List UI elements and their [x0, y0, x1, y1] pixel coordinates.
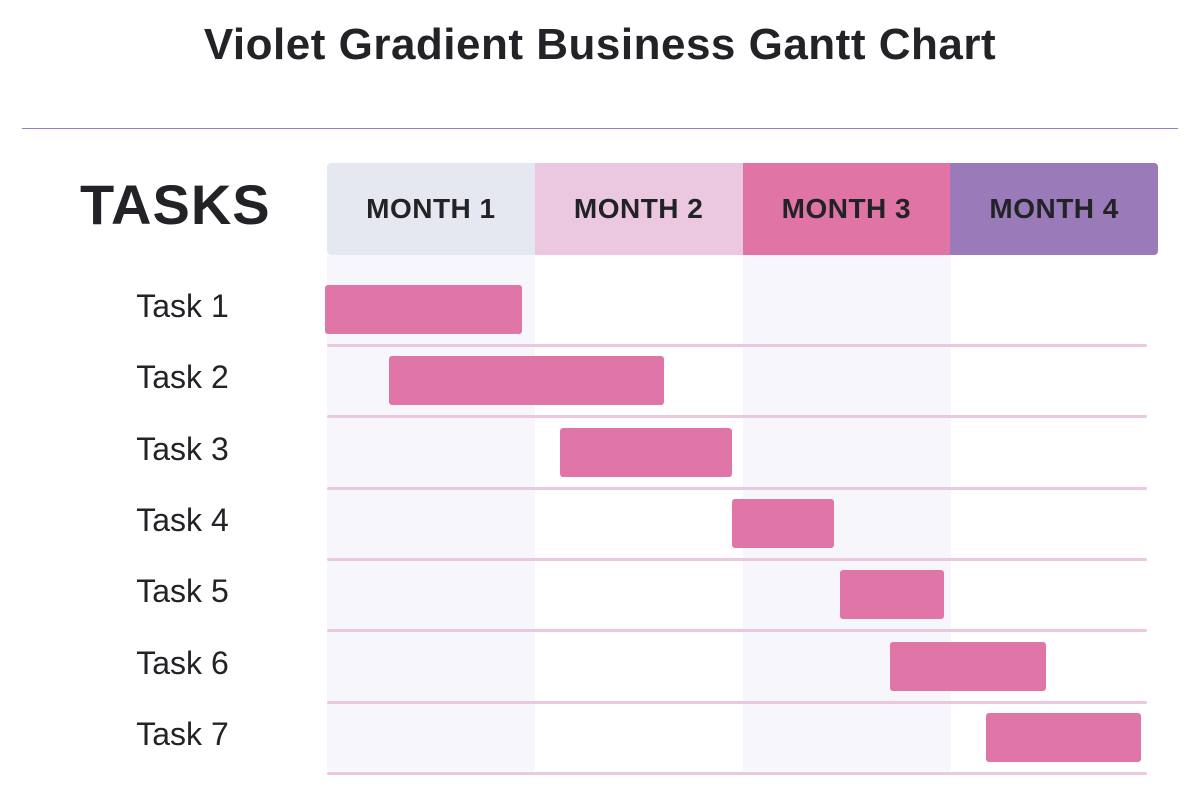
- task-bar: [840, 570, 945, 620]
- task-bar: [732, 498, 834, 548]
- task-label: Task 7: [136, 715, 229, 752]
- row-divider: [327, 415, 1147, 419]
- title-divider: [22, 128, 1178, 129]
- month-header-4: MONTH 4: [950, 163, 1158, 255]
- row-divider: [327, 700, 1147, 704]
- task-label: Task 3: [136, 430, 229, 467]
- task-label: Task 5: [136, 573, 229, 610]
- month-header-2: MONTH 2: [534, 163, 743, 255]
- task-label: Task 6: [136, 644, 229, 681]
- gantt-grid: [325, 255, 1158, 775]
- task-bar: [389, 356, 664, 406]
- month-1-shade: [327, 255, 535, 771]
- tasks-heading: TASKS: [80, 173, 271, 236]
- task-label: Task 2: [136, 359, 229, 396]
- row-divider: [327, 557, 1147, 561]
- row-divider: [327, 771, 1147, 775]
- month-header: MONTH 1 MONTH 2 MONTH 3 MONTH 4: [327, 163, 1158, 255]
- row-divider: [327, 344, 1147, 347]
- task-bar: [325, 285, 523, 334]
- row-divider: [327, 629, 1147, 633]
- month-header-1: MONTH 1: [327, 163, 535, 255]
- task-bar: [985, 712, 1142, 762]
- chart-title: Violet Gradient Business Gantt Chart: [203, 20, 997, 69]
- task-bar: [559, 427, 733, 477]
- task-label: Task 1: [136, 288, 229, 324]
- task-bar: [890, 641, 1046, 691]
- row-divider: [327, 486, 1147, 490]
- month-header-3: MONTH 3: [742, 163, 951, 255]
- task-label: Task 4: [136, 501, 229, 538]
